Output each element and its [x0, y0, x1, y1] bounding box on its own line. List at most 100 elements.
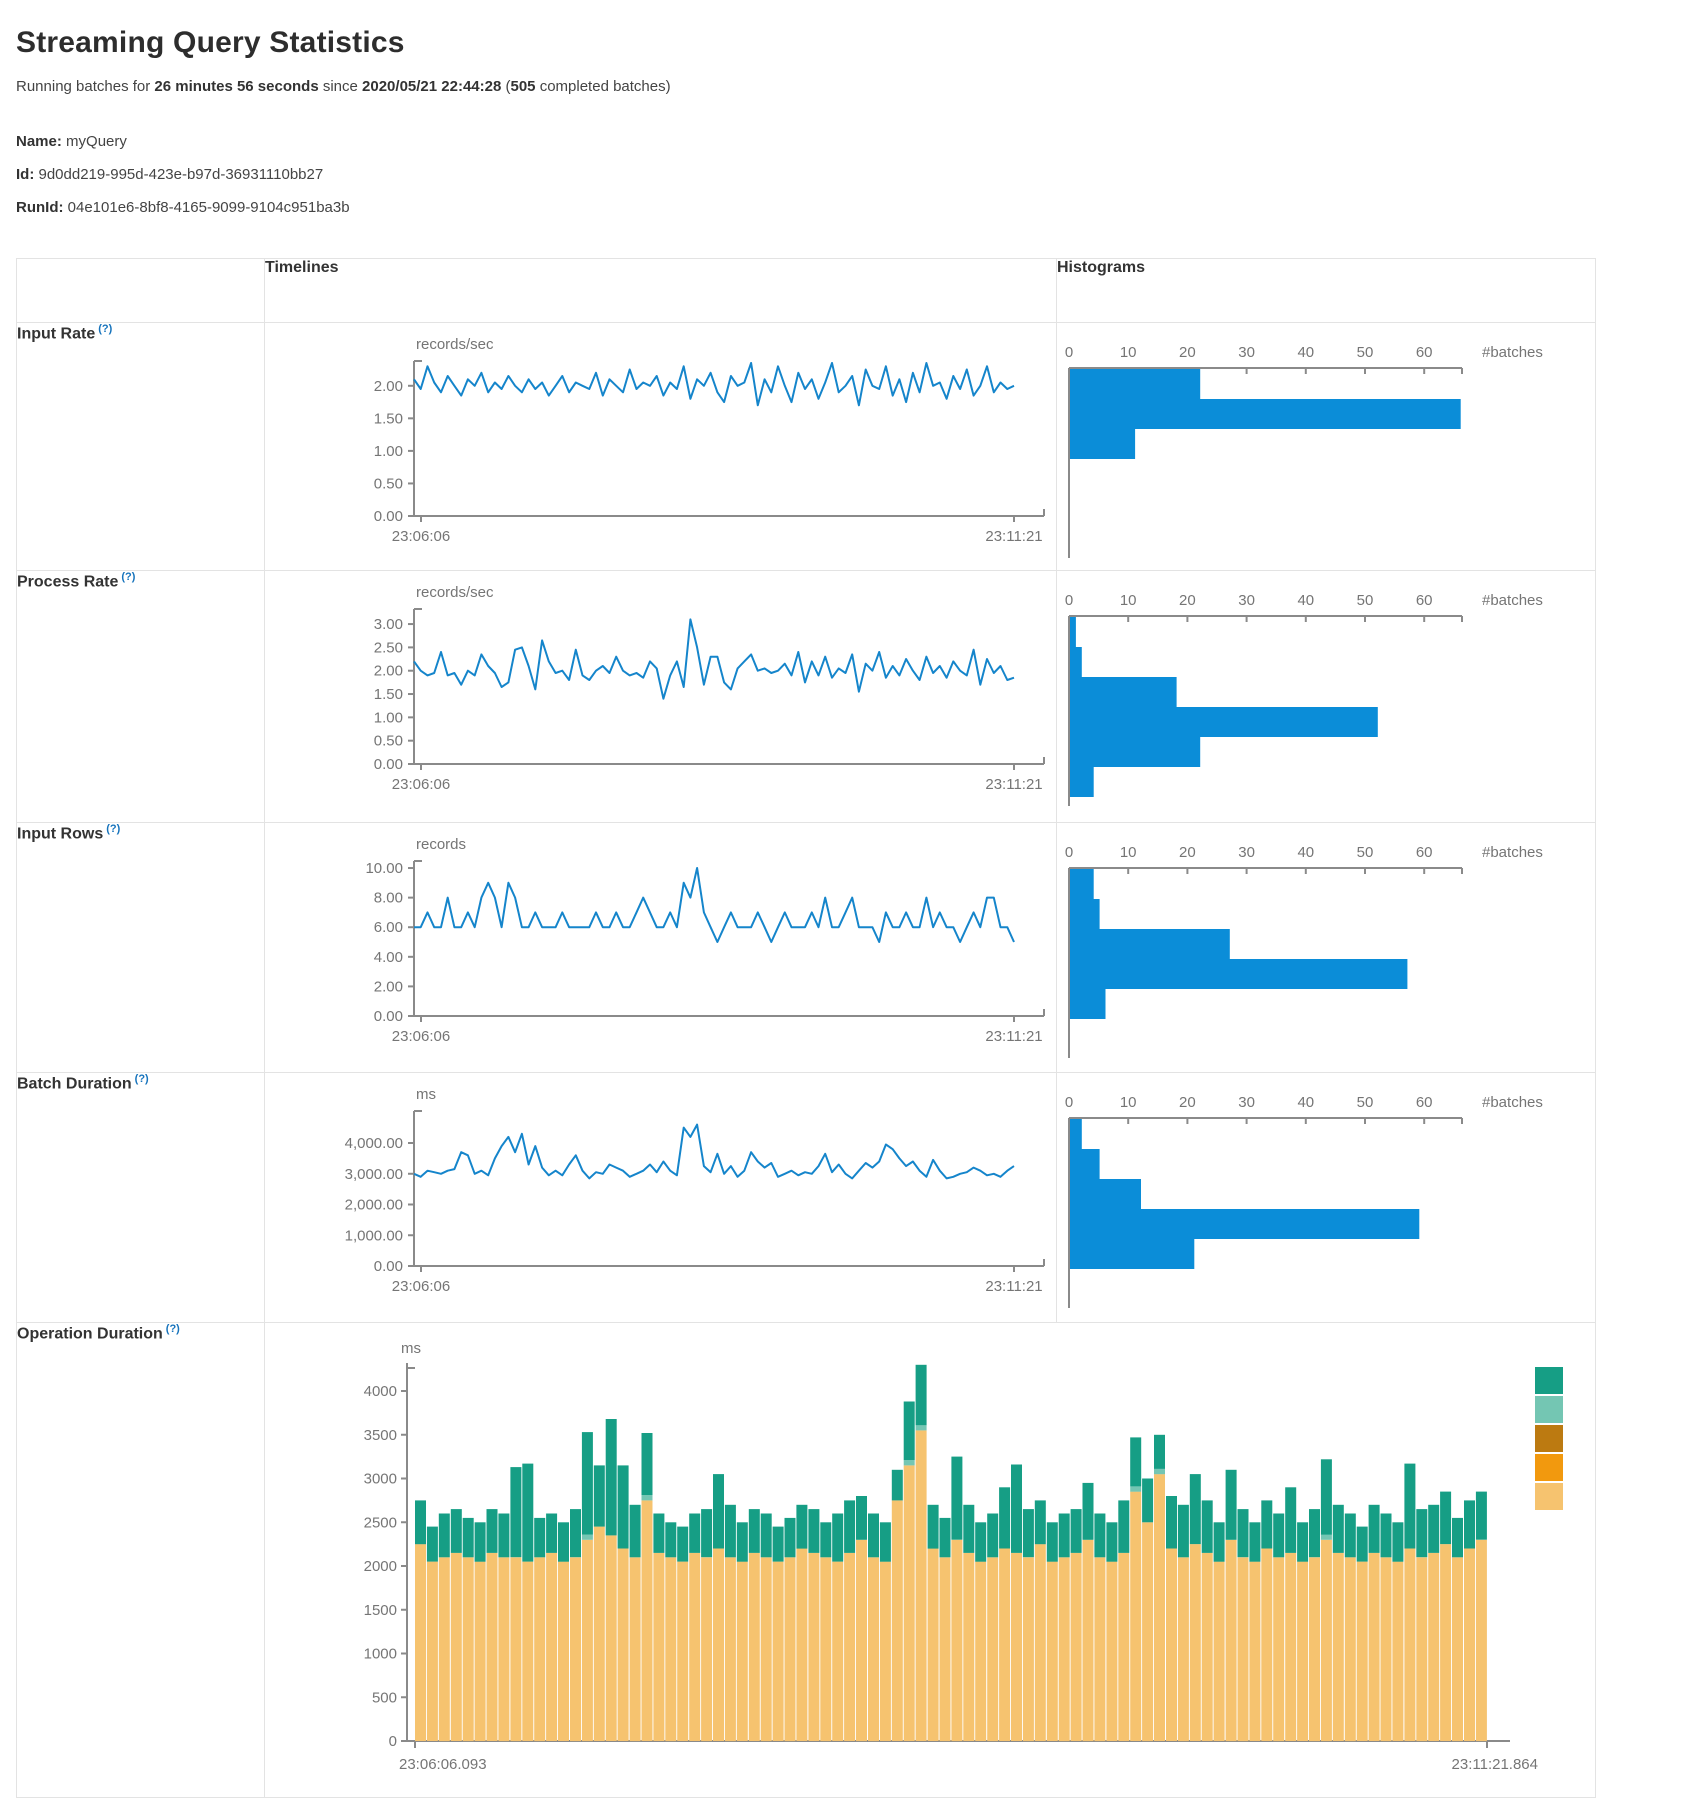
- query-id-row: Id: 9d0dd219-995d-423e-b97d-36931110bb27: [16, 158, 1693, 191]
- svg-text:10: 10: [1120, 592, 1137, 609]
- process-rate-row: Process Rate (?) records/sec 0.00 0.50 1.00 1…: [16, 570, 1596, 823]
- svg-text:0: 0: [1065, 844, 1073, 861]
- input-rows-timeline-cell: records 0.00 2.00 4.00 6.00 8.00 10.00 23:06:06…: [264, 822, 1057, 1073]
- svg-text:23:11:21: 23:11:21: [985, 776, 1042, 793]
- svg-text:0.00: 0.00: [374, 508, 403, 525]
- svg-text:10: 10: [1120, 844, 1137, 861]
- svg-text:2000: 2000: [364, 1558, 397, 1575]
- input-rate-timeline-cell: records/sec 0.00 0.50 1.00 1.50 2.00 23:06:06 2…: [264, 322, 1057, 571]
- svg-text:23:11:21: 23:11:21: [985, 528, 1042, 545]
- help-tooltip-icon[interactable]: (?): [106, 823, 121, 835]
- svg-text:23:06:06.093: 23:06:06.093: [399, 1756, 487, 1773]
- svg-text:3500: 3500: [364, 1427, 397, 1444]
- svg-text:30: 30: [1238, 844, 1255, 861]
- input-rows-label-cell: Input Rows (?): [16, 822, 265, 1073]
- legend-swatch-brown: [1535, 1425, 1563, 1452]
- svg-text:6.00: 6.00: [374, 919, 403, 936]
- batch-duration-label-cell: Batch Duration (?): [16, 1072, 265, 1323]
- help-tooltip-icon[interactable]: (?): [165, 1323, 180, 1335]
- timelines-column-header: Timelines: [264, 258, 1057, 323]
- svg-text:40: 40: [1297, 344, 1314, 361]
- metric-label: Batch Duration: [17, 1075, 132, 1093]
- svg-text:1.50: 1.50: [374, 410, 403, 427]
- operation-duration-row: Operation Duration (?) ms 0 500 1000 1500 2000…: [16, 1322, 1596, 1798]
- operation-duration-label-cell: Operation Duration (?): [16, 1322, 265, 1798]
- svg-text:ms: ms: [401, 1340, 421, 1357]
- legend-swatch-orange: [1535, 1454, 1563, 1481]
- query-name-row: Name: myQuery: [16, 125, 1693, 158]
- svg-text:2.00: 2.00: [374, 663, 403, 680]
- svg-text:0.50: 0.50: [374, 475, 403, 492]
- batch-duration-timeline-chart: ms 0.00 1,000.00 2,000.00 3,000.00 4,000.00 23…: [345, 1086, 1045, 1295]
- svg-text:2500: 2500: [364, 1514, 397, 1531]
- metric-label: Process Rate: [17, 573, 119, 591]
- svg-text:0: 0: [389, 1733, 397, 1750]
- process-rate-timeline-cell: records/sec 0.00 0.50 1.00 1.50 2.00 2.50 3.00 2…: [264, 570, 1057, 823]
- svg-text:0.00: 0.00: [374, 756, 403, 773]
- input-rate-label-cell: Input Rate (?): [16, 322, 265, 571]
- help-tooltip-icon[interactable]: (?): [121, 571, 136, 583]
- query-name-label: Name:: [16, 133, 62, 150]
- svg-text:23:06:06: 23:06:06: [392, 1028, 450, 1045]
- svg-text:10: 10: [1120, 1094, 1137, 1111]
- query-name-value: myQuery: [66, 133, 127, 150]
- svg-text:#batches: #batches: [1482, 592, 1543, 609]
- svg-text:0.00: 0.00: [374, 1008, 403, 1025]
- input-rate-row: Input Rate (?) records/sec 0.00 0.50 1.00 1.5…: [16, 322, 1596, 571]
- svg-text:23:11:21: 23:11:21: [985, 1278, 1042, 1295]
- svg-text:1.00: 1.00: [374, 709, 403, 726]
- process-rate-histogram-chart: 0 10 20 30 40 50 60 #batches: [1065, 592, 1543, 806]
- statistics-table: Timelines Histograms Input Rate (?) recor…: [16, 258, 1596, 1798]
- help-tooltip-icon[interactable]: (?): [98, 323, 113, 335]
- svg-text:50: 50: [1357, 844, 1374, 861]
- svg-text:3.00: 3.00: [374, 616, 403, 633]
- svg-text:50: 50: [1357, 1094, 1374, 1111]
- svg-text:60: 60: [1416, 344, 1433, 361]
- legend-swatch-tan: [1535, 1483, 1563, 1510]
- svg-text:records/sec: records/sec: [416, 336, 494, 353]
- corner-header: [16, 258, 265, 323]
- query-info-block: Name: myQuery Id: 9d0dd219-995d-423e-b97…: [16, 125, 1693, 224]
- query-id-label: Id:: [16, 166, 35, 183]
- input-rows-histogram-chart: 0 10 20 30 40 50 60 #batches: [1065, 844, 1543, 1058]
- summary-text: since: [318, 78, 363, 95]
- svg-text:40: 40: [1297, 844, 1314, 861]
- svg-text:60: 60: [1416, 592, 1433, 609]
- svg-text:#batches: #batches: [1482, 844, 1543, 861]
- running-duration: 26 minutes 56 seconds: [154, 78, 319, 95]
- svg-text:20: 20: [1179, 344, 1196, 361]
- query-runid-row: RunId: 04e101e6-8bf8-4165-9099-9104c951b…: [16, 191, 1693, 224]
- svg-text:30: 30: [1238, 592, 1255, 609]
- svg-text:3,000.00: 3,000.00: [345, 1166, 403, 1183]
- svg-text:50: 50: [1357, 344, 1374, 361]
- svg-text:0: 0: [1065, 344, 1073, 361]
- svg-text:records/sec: records/sec: [416, 584, 494, 601]
- svg-text:40: 40: [1297, 1094, 1314, 1111]
- help-tooltip-icon[interactable]: (?): [134, 1073, 149, 1085]
- summary-text: completed batches): [535, 78, 671, 95]
- process-rate-histogram-cell: 0 10 20 30 40 50 60 #batches: [1056, 570, 1596, 823]
- input-rate-timeline-chart: records/sec 0.00 0.50 1.00 1.50 2.00 23:06:06 2…: [374, 336, 1045, 545]
- svg-text:1.50: 1.50: [374, 686, 403, 703]
- svg-text:0.00: 0.00: [374, 1258, 403, 1275]
- svg-text:10.00: 10.00: [365, 860, 403, 877]
- summary-text: (: [501, 78, 511, 95]
- metric-label: Input Rate: [17, 325, 96, 343]
- svg-text:2.00: 2.00: [374, 978, 403, 995]
- summary-text: Running batches for: [16, 78, 155, 95]
- running-batches-summary: Running batches for 26 minutes 56 second…: [16, 78, 1693, 95]
- input-rows-timeline-chart: records 0.00 2.00 4.00 6.00 8.00 10.00 23:06:06…: [365, 836, 1045, 1045]
- completed-batches-count: 505: [510, 78, 536, 95]
- svg-text:0: 0: [1065, 592, 1073, 609]
- svg-text:2.50: 2.50: [374, 639, 403, 656]
- svg-text:ms: ms: [416, 1086, 436, 1103]
- batch-duration-row: Batch Duration (?) ms 0.00 1,000.00 2,000.00…: [16, 1072, 1596, 1323]
- batch-duration-histogram-cell: 0 10 20 30 40 50 60 #batches: [1056, 1072, 1596, 1323]
- svg-text:1000: 1000: [364, 1646, 397, 1663]
- svg-text:60: 60: [1416, 844, 1433, 861]
- svg-text:40: 40: [1297, 592, 1314, 609]
- process-rate-timeline-chart: records/sec 0.00 0.50 1.00 1.50 2.00 2.50 3.00 2…: [374, 584, 1045, 793]
- svg-text:4000: 4000: [364, 1383, 397, 1400]
- svg-text:50: 50: [1357, 592, 1374, 609]
- batch-duration-timeline-cell: ms 0.00 1,000.00 2,000.00 3,000.00 4,000.00 23…: [264, 1072, 1057, 1323]
